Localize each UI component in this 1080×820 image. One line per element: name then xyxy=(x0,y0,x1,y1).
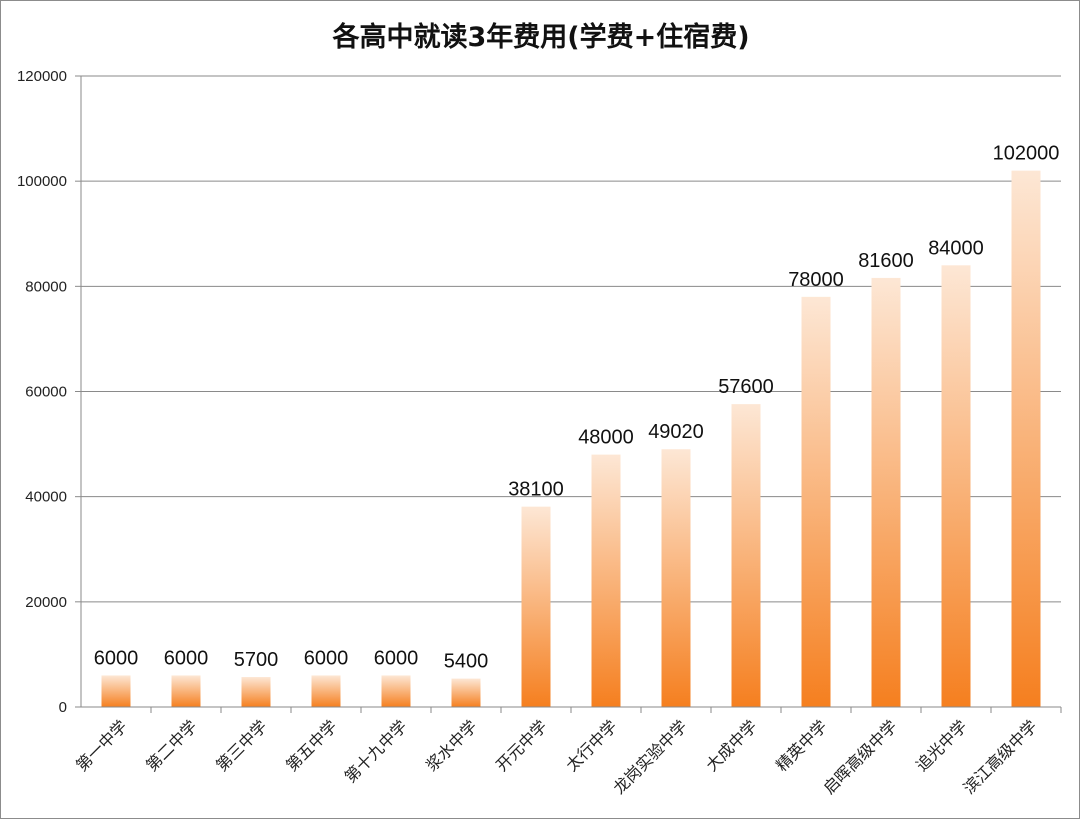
y-tick-label: 100000 xyxy=(17,173,67,190)
data-label: 5700 xyxy=(234,649,279,671)
x-tick-label: 龙岗实验中学 xyxy=(610,716,691,797)
data-label: 84000 xyxy=(928,237,984,259)
data-label: 102000 xyxy=(993,143,1060,165)
x-tick-label: 浆水中学 xyxy=(422,716,481,775)
data-label: 38100 xyxy=(508,479,564,501)
x-tick-label: 追光中学 xyxy=(912,716,971,775)
data-label: 6000 xyxy=(164,647,209,669)
y-tick-label: 20000 xyxy=(25,594,67,611)
y-tick-label: 0 xyxy=(59,699,67,716)
data-label: 6000 xyxy=(374,647,419,669)
bar xyxy=(661,449,691,707)
x-tick-label: 第三中学 xyxy=(212,716,271,775)
y-tick-label: 120000 xyxy=(17,68,67,85)
data-label: 78000 xyxy=(788,269,844,291)
bar xyxy=(1011,170,1041,707)
y-tick-label: 60000 xyxy=(25,384,67,401)
x-tick-label: 第二中学 xyxy=(142,716,201,775)
x-tick-label: 太行中学 xyxy=(562,716,621,775)
bar xyxy=(451,678,481,707)
x-tick-label: 开元中学 xyxy=(492,716,551,775)
x-tick-label: 启晖高级中学 xyxy=(820,716,901,797)
bar xyxy=(241,677,271,707)
bar xyxy=(381,675,411,707)
y-axis: 0 20000 40000 60000 80000 100000 120000 xyxy=(17,68,82,716)
data-label: 48000 xyxy=(578,427,634,449)
data-label: 81600 xyxy=(858,250,914,272)
x-tick-label: 精英中学 xyxy=(772,716,831,775)
bar xyxy=(521,506,551,707)
data-label: 5400 xyxy=(444,651,489,673)
x-tick-label: 第五中学 xyxy=(282,716,341,775)
bar xyxy=(941,265,971,707)
bar xyxy=(171,675,201,707)
data-label: 57600 xyxy=(718,376,774,398)
y-tick-label: 80000 xyxy=(25,278,67,295)
x-axis: 第一中学 第二中学 第三中学 第五中学 第十九中学 浆水中学 开元中学 太行中学龙岗实验中学大… xyxy=(72,706,1062,798)
x-tick-label: 第十九中学 xyxy=(341,716,411,786)
data-label: 49020 xyxy=(648,421,704,443)
x-tick-label: 大成中学 xyxy=(702,716,761,775)
x-tick-label: 第一中学 xyxy=(72,716,131,775)
y-tick-label: 40000 xyxy=(25,489,67,506)
grid-lines xyxy=(81,75,1061,708)
x-tick-label: 滨江高级中学 xyxy=(960,716,1041,797)
bar xyxy=(801,296,831,707)
data-label: 6000 xyxy=(94,647,139,669)
data-labels: 6000 6000 5700 6000 6000 5400 38100 48000 49020 5… xyxy=(94,143,1060,673)
chart-title: 各高中就读3年费用(学费+住宿费) xyxy=(331,21,749,53)
bars xyxy=(101,170,1041,707)
bar xyxy=(101,675,131,707)
bar xyxy=(591,454,621,707)
data-label: 6000 xyxy=(304,647,349,669)
bar xyxy=(311,675,341,707)
bar xyxy=(871,277,901,707)
bar xyxy=(731,404,761,707)
